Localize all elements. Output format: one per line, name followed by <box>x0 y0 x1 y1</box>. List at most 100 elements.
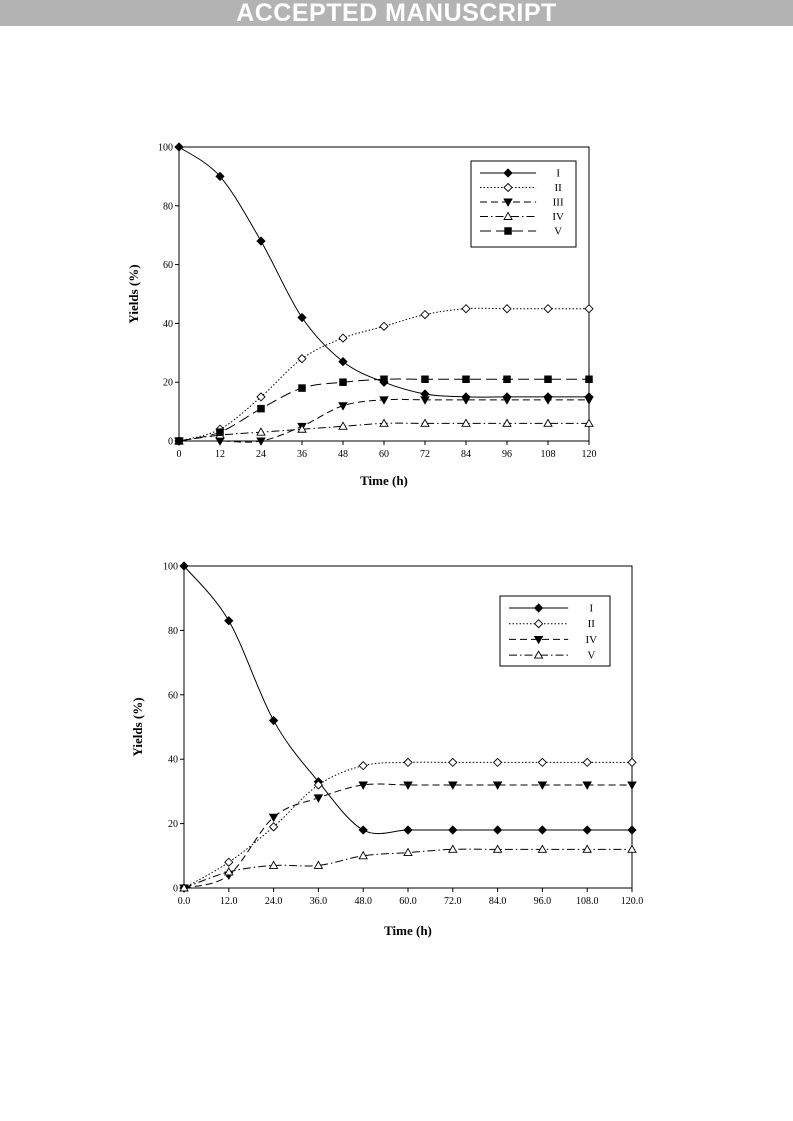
data-point <box>339 378 347 386</box>
data-point <box>461 396 471 405</box>
data-point <box>313 860 324 869</box>
data-point <box>216 428 224 436</box>
legend-marker <box>533 650 544 659</box>
data-point <box>338 402 348 411</box>
data-point <box>257 404 265 413</box>
legend-marker <box>533 619 544 629</box>
data-point <box>582 781 592 790</box>
data-point <box>543 304 553 314</box>
x-tick-label: 24 <box>256 449 266 460</box>
x-tick-label: 0.0 <box>178 896 191 907</box>
data-point <box>179 561 189 571</box>
data-point <box>492 757 503 768</box>
data-point <box>297 312 307 323</box>
data-point <box>224 857 234 867</box>
y-tick-label: 20 <box>163 378 173 389</box>
data-point <box>627 757 637 768</box>
legend-label: II <box>588 618 596 630</box>
legend-label: III <box>553 197 564 209</box>
data-point <box>627 844 637 853</box>
data-point <box>627 781 637 790</box>
manuscript-banner: ACCEPTED MANUSCRIPT <box>0 0 793 27</box>
data-point <box>582 844 592 853</box>
data-point <box>224 616 234 626</box>
x-tick-label: 12 <box>215 449 225 460</box>
y-tick-label: 80 <box>168 626 178 637</box>
data-point <box>297 424 307 433</box>
data-point <box>379 321 389 331</box>
legend-marker <box>503 211 513 220</box>
data-point <box>358 825 368 835</box>
data-point <box>379 396 389 405</box>
data-point <box>461 304 471 314</box>
legend-label: IV <box>585 634 597 646</box>
data-point <box>627 825 637 835</box>
legend-box <box>470 160 577 248</box>
x-tick-label: 48.0 <box>354 896 372 907</box>
x-tick-label: 84.0 <box>489 896 507 907</box>
data-point <box>358 850 368 860</box>
x-tick-label: 120.0 <box>621 896 644 907</box>
data-point <box>492 781 503 790</box>
data-point <box>502 418 512 427</box>
data-point <box>256 392 266 402</box>
legend-marker <box>503 198 513 207</box>
data-point <box>582 757 592 768</box>
data-point <box>584 418 594 427</box>
y-tick-label: 20 <box>168 819 178 830</box>
data-point <box>179 883 189 892</box>
data-point <box>537 757 548 768</box>
y-axis-label: Yields (%) <box>130 697 145 756</box>
x-tick-label: 72.0 <box>444 896 462 907</box>
data-point <box>403 781 413 790</box>
data-point <box>420 396 430 405</box>
x-tick-label: 36 <box>297 449 307 460</box>
y-tick-label: 40 <box>163 319 173 330</box>
y-axis-label: Yields (%) <box>126 264 141 323</box>
series-II <box>179 757 637 893</box>
legend-label: I <box>589 603 593 615</box>
data-point <box>584 304 594 314</box>
y-tick-label: 60 <box>163 260 173 271</box>
x-tick-label: 36.0 <box>310 896 328 907</box>
data-point <box>338 333 348 343</box>
x-tick-label: 84 <box>461 449 471 460</box>
data-point <box>338 421 348 430</box>
legend-label: IV <box>552 211 564 223</box>
data-point <box>174 142 184 152</box>
data-point <box>537 781 548 790</box>
y-tick-label: 0 <box>173 884 178 895</box>
data-point <box>543 396 553 405</box>
data-point <box>358 761 368 771</box>
series-I <box>179 561 637 835</box>
data-point <box>403 847 413 857</box>
data-point <box>448 757 458 768</box>
legend-marker <box>503 182 513 193</box>
data-point <box>224 866 234 876</box>
data-point <box>256 427 266 436</box>
data-point <box>379 418 389 427</box>
data-point <box>268 813 279 823</box>
data-point <box>338 356 348 367</box>
data-point <box>461 418 471 427</box>
data-point <box>502 396 512 405</box>
data-point <box>537 825 548 835</box>
data-point <box>421 375 429 384</box>
data-point <box>543 418 553 427</box>
data-point <box>298 384 306 392</box>
x-tick-label: 48 <box>338 449 348 460</box>
data-point <box>358 781 368 790</box>
x-axis-label: Time (h) <box>384 923 432 938</box>
series-line <box>183 761 632 889</box>
legend-marker <box>504 227 512 235</box>
x-tick-label: 12.0 <box>220 896 238 907</box>
x-tick-label: 24.0 <box>265 896 283 907</box>
data-point <box>403 825 413 835</box>
data-point <box>492 825 503 835</box>
x-tick-label: 120 <box>582 449 597 460</box>
data-point <box>503 375 511 384</box>
series-IV <box>179 781 637 893</box>
